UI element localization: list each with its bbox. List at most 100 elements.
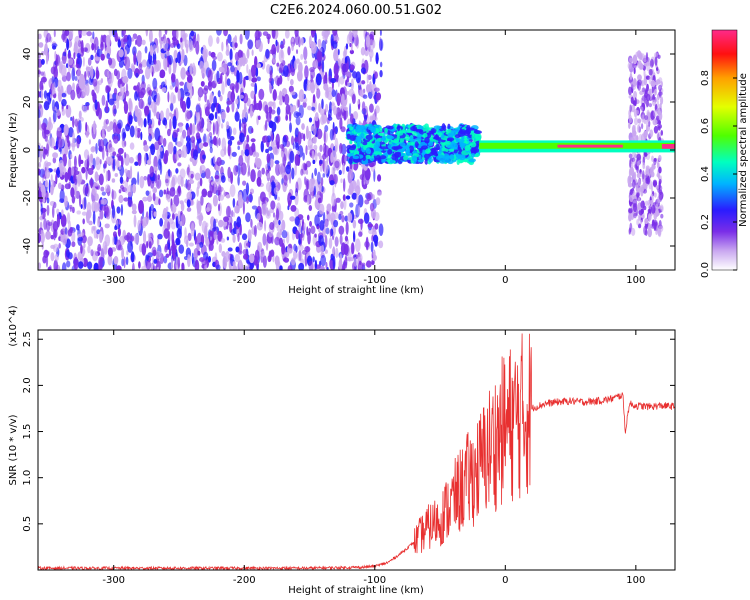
spectrogram-cell	[38, 52, 42, 59]
spectrogram-cell	[237, 175, 240, 186]
spectrogram-cell	[217, 203, 221, 212]
spectrogram-cell	[361, 176, 364, 188]
spectrogram-cell	[100, 34, 104, 48]
spectrogram-cell	[162, 37, 169, 52]
spectrogram-cell	[121, 248, 125, 260]
spectrogram-cell	[225, 205, 232, 218]
spectrogram-cell	[640, 186, 644, 197]
spectrogram-cell	[353, 256, 357, 267]
spectrogram-cell	[78, 110, 82, 120]
spectrogram-cell	[192, 149, 199, 160]
spectrogram-cell	[158, 189, 164, 198]
spectrogram-cell	[175, 57, 178, 63]
spectrogram-cell	[389, 159, 395, 164]
spectrogram-cell	[644, 130, 648, 137]
spectrogram-cell	[294, 216, 300, 226]
spectrogram-cell	[415, 128, 424, 133]
spectrogram-cell	[208, 230, 214, 237]
spectrogram-cell	[40, 76, 47, 83]
spectrogram-cell	[41, 122, 47, 131]
spectrogram-cell	[159, 144, 165, 159]
spectrogram-cell	[112, 158, 116, 171]
spectrogram-cell	[243, 57, 248, 65]
spectrogram-cell	[250, 138, 256, 143]
spectrogram-cell	[272, 146, 278, 155]
spectrogram-cell	[628, 117, 633, 124]
spectrogram-cell	[121, 30, 126, 36]
spectrogram-cell	[353, 150, 360, 156]
spectrogram-cell	[235, 98, 239, 105]
spectrogram-cell	[362, 156, 366, 161]
spectrogram-cell	[653, 192, 657, 198]
spectrogram-cell	[317, 152, 322, 157]
spectrogram-cell	[349, 49, 355, 55]
spectrogram-cell	[419, 148, 423, 154]
spectrogram-cell	[365, 148, 372, 155]
spectrogram-cell	[314, 167, 318, 177]
spectrogram-cell	[365, 260, 372, 268]
spectrogram-cell	[177, 162, 182, 167]
spectrogram-cell	[87, 167, 94, 176]
spectrogram-cell	[270, 249, 275, 257]
spectrogram-cell	[119, 176, 124, 184]
spectrogram-cell	[357, 252, 363, 264]
spectrogram-cell	[253, 224, 257, 237]
spectrogram-cell	[325, 227, 330, 235]
spectrogram-cell	[340, 126, 346, 133]
spectrogram-cell	[338, 169, 342, 176]
spectrogram-cell	[129, 125, 135, 138]
spectrogram-cell	[273, 77, 278, 82]
spectrogram-cell	[226, 78, 231, 86]
spectrogram-cell	[54, 253, 59, 262]
spectrogram-cell	[308, 130, 312, 141]
spectrogram-cell	[250, 218, 253, 228]
spectrogram-cell	[184, 227, 187, 239]
spectrogram-cell	[265, 48, 270, 59]
spectrogram-cell	[644, 115, 649, 121]
spectrogram-cell	[321, 98, 324, 110]
spectrogram-cell	[635, 184, 639, 193]
spectrogram-cell	[208, 35, 213, 47]
spectrogram-cell	[403, 145, 410, 149]
spectrogram-cell	[88, 139, 91, 145]
spectrogram-cell	[86, 104, 89, 111]
spectrogram-cell	[657, 54, 661, 59]
spectrogram-cell	[143, 175, 148, 181]
spectrogram-cell	[234, 111, 240, 122]
spectrogram-cell	[170, 103, 174, 112]
spectrogram-cell	[45, 143, 50, 157]
spectrogram-cell	[323, 160, 329, 175]
spectrogram-cell	[186, 96, 191, 109]
spectrogram-cell	[140, 215, 143, 226]
spectrogram-cell	[629, 72, 633, 81]
spectrogram-cell	[187, 254, 191, 268]
spectrogram-cell	[309, 220, 313, 227]
spectrogram-cell	[311, 106, 316, 111]
spectrogram-cell	[474, 132, 478, 139]
spectrogram-cell	[186, 191, 192, 201]
spectrogram-cell	[167, 128, 171, 137]
spectrogram-cell	[446, 144, 453, 149]
spectrogram-cell	[357, 194, 364, 208]
spectrogram-cell	[336, 92, 341, 107]
colorbar-ticks: 0.0 0.2 0.4 0.6 0.8	[700, 70, 737, 278]
spectrogram-cell	[631, 104, 636, 113]
spectrogram-cell	[189, 63, 193, 76]
spectrogram-cell	[169, 187, 176, 197]
spectrogram-cell	[87, 236, 93, 247]
spectrogram-cell	[124, 168, 128, 174]
spectrogram-cell	[313, 185, 316, 198]
spectrogram-cell	[180, 150, 185, 158]
spectrogram-cell	[629, 189, 633, 196]
spectrogram-cell	[275, 39, 278, 47]
spectrogram-cell	[311, 150, 315, 161]
spectrogram-cell	[121, 127, 126, 142]
spectrogram-cell	[128, 114, 133, 125]
spectrogram-cell	[91, 200, 97, 214]
spectrogram-cell	[124, 151, 127, 159]
spectrogram-cell	[298, 68, 303, 79]
spectrogram-cell	[213, 230, 218, 240]
spectrogram-cell	[424, 136, 430, 144]
spectrogram-cell	[124, 179, 129, 194]
figure-title: C2E6.2024.060.00.51.G02	[270, 3, 442, 18]
